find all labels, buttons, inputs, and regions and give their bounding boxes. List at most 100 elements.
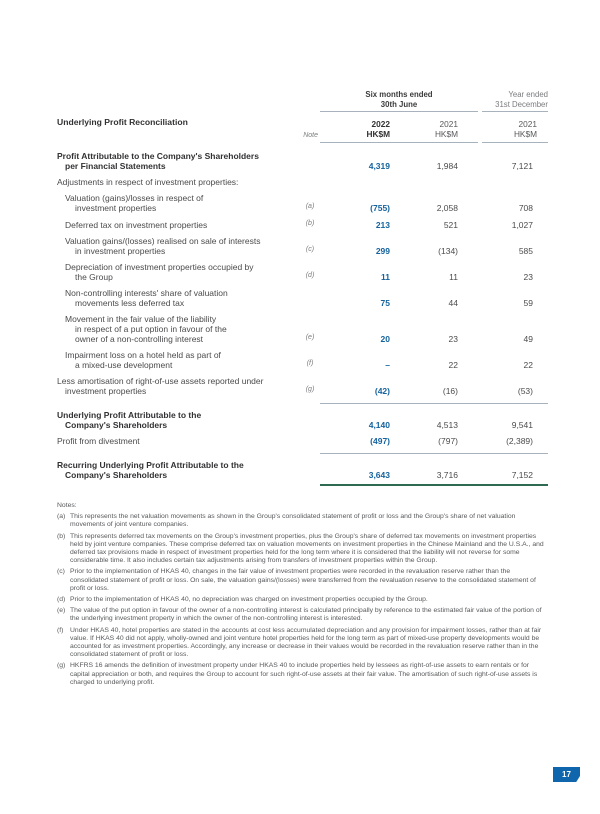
note-item: (d) Prior to the implementation of HKAS 4…: [57, 596, 548, 604]
row-label-line: Non-controlling interests' share of valu…: [65, 288, 228, 298]
value-year-2021: 7,121: [511, 161, 533, 171]
row-label-line: Impairment loss on a hotel held as part …: [65, 350, 221, 360]
value-year-2021: 49: [523, 334, 533, 344]
value-2021: 3,716: [436, 470, 458, 480]
value-year-2021: 22: [523, 360, 533, 370]
row-label-line: Valuation (gains)/losses in respect of: [65, 193, 204, 203]
table-row: Profit Attributable to the Company's Sha…: [57, 151, 548, 171]
row-label-line: Valuation gains/(losses) realised on sal…: [65, 236, 261, 246]
note-marker: (b): [57, 532, 66, 540]
value-year-2021: 708: [518, 203, 533, 213]
row-label-line: Underlying Profit Attributable to the: [57, 410, 202, 420]
row-label-line: owner of a non-controlling interest: [75, 334, 204, 344]
value-2021: 44: [448, 298, 458, 308]
note-text: Prior to the implementation of HKAS 40, …: [70, 596, 428, 604]
column-header-2022: 2022 HK$M: [320, 120, 390, 142]
value-2022: 11: [381, 272, 390, 282]
value-2022: (755): [370, 203, 390, 213]
table-row: Adjustments in respect of investment pro…: [57, 177, 548, 187]
row-label: Adjustments in respect of investment pro…: [57, 177, 548, 187]
total-rule: [320, 484, 548, 486]
column-header-year-2021: 2021 HK$M: [482, 120, 548, 142]
row-label-line: Depreciation of investment properties oc…: [65, 262, 254, 272]
value-year-2021: 7,152: [511, 470, 533, 480]
row-label-line: Movement in the fair value of the liabil…: [65, 314, 217, 324]
notes-heading: Notes:: [57, 502, 77, 509]
value-2022: 299: [375, 246, 390, 256]
subtotal-rule: [320, 403, 548, 404]
table-row: Less amortisation of right-of-use assets…: [57, 376, 548, 396]
row-values: 4,140 4,513 9,541: [320, 420, 548, 430]
row-note-ref: (g): [305, 386, 315, 393]
row-values: 299 (134) 585: [320, 246, 548, 256]
note-column-header: Note: [303, 132, 318, 139]
row-note-ref: (c): [305, 246, 315, 253]
value-2021: 11: [449, 272, 458, 282]
value-2022: –: [385, 360, 390, 370]
column-group-six-months: Six months ended 30th June: [320, 90, 478, 112]
year-ended-line1: Year ended: [508, 90, 548, 99]
column-year: 2022: [371, 119, 390, 130]
note-text: The value of the put option in favour of…: [70, 607, 542, 623]
value-2022: 20: [380, 334, 390, 344]
value-2021: 4,513: [436, 420, 458, 430]
note-marker: (d): [57, 596, 66, 604]
row-note-ref: (b): [305, 220, 315, 227]
row-label: Profit Attributable to the Company's Sha…: [57, 151, 300, 171]
value-2021: 521: [443, 220, 458, 230]
value-year-2021: 23: [523, 272, 533, 282]
value-2021: 2,058: [436, 203, 458, 213]
row-label-line: Less amortisation of right-of-use assets…: [57, 376, 264, 386]
row-values: 213 521 1,027: [320, 220, 548, 230]
row-note-ref: [300, 170, 320, 171]
row-values: (497) (797) (2,389): [320, 436, 548, 446]
note-item: (c) Prior to the implementation of HKAS 4…: [57, 568, 548, 593]
row-values: – 22 22: [320, 360, 548, 370]
value-year-2021: (53): [517, 386, 533, 396]
row-label-line: movements less deferred tax: [75, 298, 185, 308]
value-year-2021: 1,027: [511, 220, 533, 230]
row-label-line: a mixed-use development: [75, 360, 173, 370]
row-label: Movement in the fair value of the liabil…: [57, 314, 300, 344]
value-2022: 4,140: [368, 420, 390, 430]
value-2021: (134): [438, 246, 458, 256]
row-label: Valuation gains/(losses) realised on sal…: [57, 236, 300, 256]
column-headers-year-ended: 2021 HK$M: [482, 115, 548, 143]
page-number-badge: 17: [553, 767, 580, 782]
value-year-2021: 59: [523, 298, 533, 308]
page-number: 17: [562, 770, 571, 779]
row-label: Non-controlling interests' share of valu…: [57, 288, 300, 308]
column-year: 2021: [518, 119, 537, 130]
row-values: (755) 2,058 708: [320, 203, 548, 213]
note-item: (e) The value of the put option in favour…: [57, 607, 548, 623]
note-text: Prior to the implementation of HKAS 40, …: [70, 568, 536, 592]
table-row: Depreciation of investment properties oc…: [57, 262, 548, 282]
table-row: Impairment loss on a hotel held as part …: [57, 350, 548, 370]
table-row: Valuation (gains)/losses in respect of in…: [57, 193, 548, 213]
row-note-ref: [300, 445, 320, 446]
note-marker: (e): [57, 607, 66, 615]
column-header-2021: 2021 HK$M: [390, 120, 478, 142]
value-2022: 213: [375, 220, 390, 230]
row-note-ref: (e): [305, 334, 315, 341]
row-label-line: Profit from divestment: [57, 436, 140, 446]
note-item: (a) This represents the net valuation mov…: [57, 513, 548, 529]
value-year-2021: 585: [518, 246, 533, 256]
six-months-line1: Six months ended: [365, 90, 433, 99]
table-row: Recurring Underlying Profit Attributable…: [57, 460, 548, 480]
row-values: 75 44 59: [320, 298, 548, 308]
table-header: Six months ended 30th June Year ended 31…: [57, 90, 548, 145]
report-content: Six months ended 30th June Year ended 31…: [57, 90, 548, 690]
value-2021: 1,984: [436, 161, 458, 171]
value-2022: (497): [370, 436, 390, 446]
row-label-line: Adjustments in respect of investment pro…: [57, 177, 239, 187]
row-label: Deferred tax on investment properties: [57, 220, 300, 230]
column-unit: HK$M: [434, 129, 458, 140]
table-title: Underlying Profit Reconciliation: [57, 117, 188, 127]
row-label-line: the Group: [75, 272, 113, 282]
note-text: Under HKAS 40, hotel properties are stat…: [70, 626, 542, 659]
note-marker: (g): [57, 662, 66, 670]
subtotal-rule: [320, 453, 548, 454]
row-label: Less amortisation of right-of-use assets…: [57, 376, 300, 396]
row-label: Profit from divestment: [57, 436, 300, 446]
